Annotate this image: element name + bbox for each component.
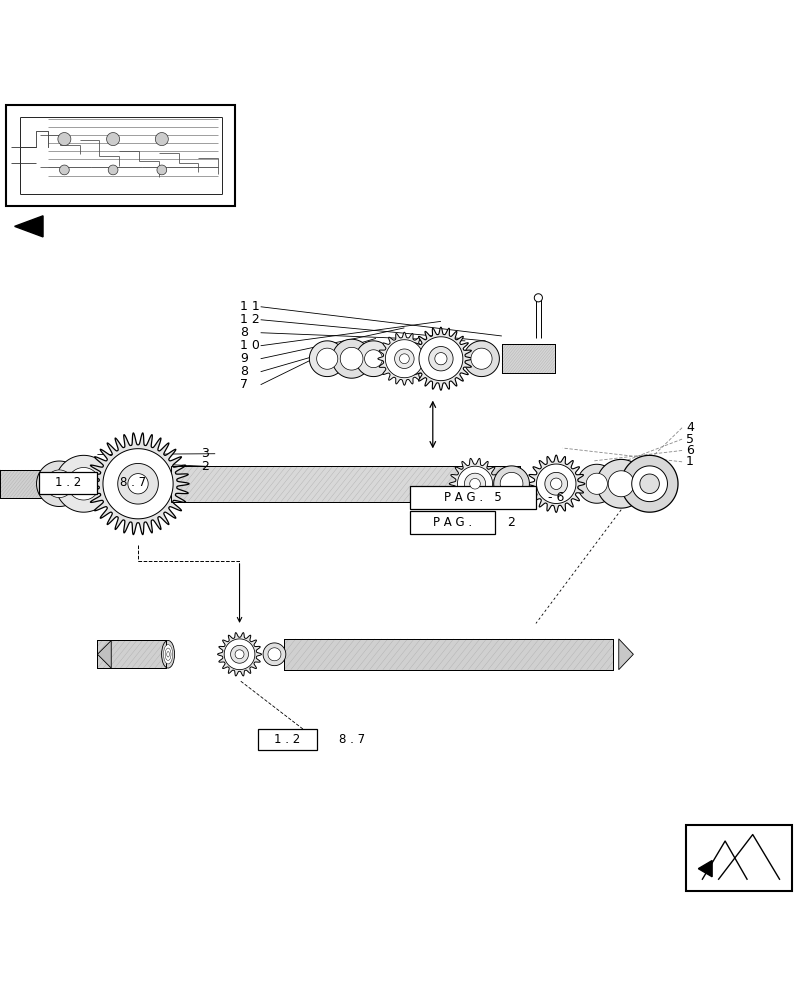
Polygon shape xyxy=(618,639,633,670)
Polygon shape xyxy=(87,433,189,535)
Text: 8 . 7: 8 . 7 xyxy=(339,733,365,746)
Polygon shape xyxy=(457,466,492,501)
Text: 9: 9 xyxy=(240,352,248,365)
Text: 2: 2 xyxy=(507,516,515,529)
Text: 1 . 2: 1 . 2 xyxy=(274,733,300,746)
Text: 5: 5 xyxy=(685,433,693,446)
Polygon shape xyxy=(428,347,453,371)
Polygon shape xyxy=(340,347,363,370)
Text: 2: 2 xyxy=(201,460,209,473)
Polygon shape xyxy=(500,472,522,495)
Ellipse shape xyxy=(165,648,171,660)
Text: 1 2: 1 2 xyxy=(240,313,260,326)
Text: 1: 1 xyxy=(685,455,693,468)
Text: P A G .   5: P A G . 5 xyxy=(444,491,501,504)
Ellipse shape xyxy=(166,652,169,657)
Polygon shape xyxy=(157,165,166,175)
Polygon shape xyxy=(36,461,82,506)
Polygon shape xyxy=(155,133,168,146)
Polygon shape xyxy=(550,478,561,489)
Polygon shape xyxy=(217,633,261,676)
Polygon shape xyxy=(586,473,607,494)
Polygon shape xyxy=(544,472,567,495)
Polygon shape xyxy=(527,455,584,512)
Text: 6: 6 xyxy=(685,444,693,457)
Polygon shape xyxy=(470,478,480,489)
Polygon shape xyxy=(534,294,542,302)
Bar xyxy=(0,470,49,498)
Bar xyxy=(0,470,49,498)
Ellipse shape xyxy=(163,645,173,664)
Polygon shape xyxy=(435,353,446,365)
Polygon shape xyxy=(316,348,337,369)
Polygon shape xyxy=(106,133,119,146)
Text: 3: 3 xyxy=(201,447,209,460)
Polygon shape xyxy=(464,473,485,494)
Text: 8: 8 xyxy=(240,326,248,339)
Polygon shape xyxy=(268,648,281,661)
Polygon shape xyxy=(263,643,285,666)
Polygon shape xyxy=(620,455,677,512)
Polygon shape xyxy=(493,466,529,502)
Polygon shape xyxy=(118,463,158,504)
Polygon shape xyxy=(235,650,243,659)
Polygon shape xyxy=(103,449,173,519)
Polygon shape xyxy=(596,459,645,508)
Text: 8 . 7: 8 . 7 xyxy=(120,476,146,489)
Polygon shape xyxy=(15,216,43,237)
Polygon shape xyxy=(470,348,491,369)
Polygon shape xyxy=(58,133,71,146)
Bar xyxy=(97,640,166,668)
Text: P A G .: P A G . xyxy=(432,516,472,529)
Bar xyxy=(258,729,316,750)
Polygon shape xyxy=(59,165,69,175)
Bar xyxy=(97,640,166,668)
Bar xyxy=(685,825,791,891)
Polygon shape xyxy=(399,354,409,364)
Polygon shape xyxy=(639,474,659,494)
Bar xyxy=(39,472,97,494)
Polygon shape xyxy=(631,466,667,502)
Text: 1 0: 1 0 xyxy=(240,339,260,352)
Polygon shape xyxy=(67,468,100,500)
Polygon shape xyxy=(463,341,499,377)
Bar xyxy=(6,105,235,206)
Text: 1 . 2: 1 . 2 xyxy=(55,476,81,489)
Bar xyxy=(284,639,612,670)
Polygon shape xyxy=(536,464,575,503)
Bar xyxy=(170,466,519,502)
Polygon shape xyxy=(108,165,118,175)
Polygon shape xyxy=(385,340,423,378)
Ellipse shape xyxy=(161,640,174,668)
Polygon shape xyxy=(418,337,462,381)
Polygon shape xyxy=(394,349,414,368)
Polygon shape xyxy=(309,341,345,377)
Bar xyxy=(501,344,554,373)
Polygon shape xyxy=(55,455,112,512)
Polygon shape xyxy=(355,341,391,377)
Text: 4: 4 xyxy=(685,421,693,434)
Bar xyxy=(170,466,519,502)
Polygon shape xyxy=(224,639,255,670)
Text: 7: 7 xyxy=(240,378,248,391)
Text: - 6: - 6 xyxy=(547,491,564,504)
Polygon shape xyxy=(409,327,472,390)
Polygon shape xyxy=(364,350,382,368)
Polygon shape xyxy=(607,471,633,497)
Bar xyxy=(284,639,612,670)
Polygon shape xyxy=(377,332,431,385)
Text: 1 1: 1 1 xyxy=(240,300,260,313)
Bar xyxy=(410,511,495,534)
Bar xyxy=(410,486,535,509)
Polygon shape xyxy=(45,470,73,498)
Polygon shape xyxy=(332,339,371,378)
Polygon shape xyxy=(577,464,616,503)
Bar xyxy=(501,344,554,373)
Polygon shape xyxy=(448,458,500,509)
Polygon shape xyxy=(128,474,148,494)
Text: 8: 8 xyxy=(240,365,248,378)
Polygon shape xyxy=(230,645,248,663)
Polygon shape xyxy=(97,640,111,668)
Polygon shape xyxy=(697,861,711,877)
